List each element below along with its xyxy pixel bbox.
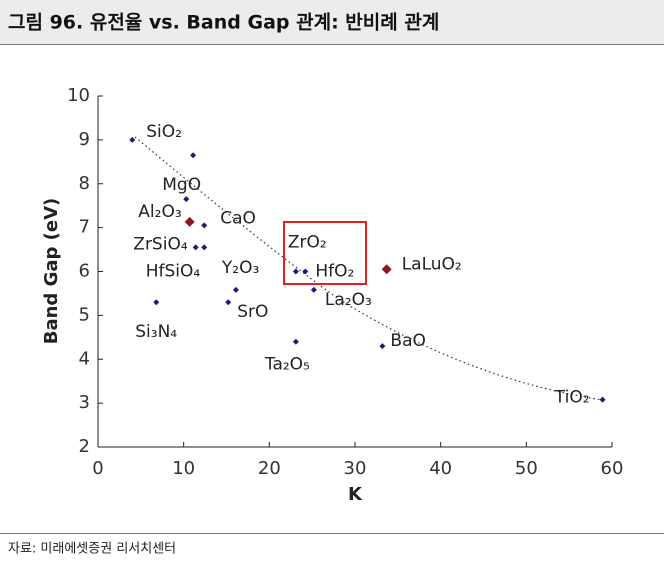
y-axis-label: Band Gap (eV)	[41, 198, 62, 345]
point	[201, 222, 208, 229]
point	[153, 299, 160, 306]
point	[129, 136, 136, 143]
point-label: SrO	[237, 302, 268, 322]
header-band	[0, 0, 664, 44]
point-label: MgO	[162, 175, 201, 195]
point	[379, 343, 386, 350]
y-tick-label: 5	[79, 304, 90, 325]
point-label: LaLuO₂	[402, 254, 462, 274]
point-label: HfSiO₄	[146, 261, 201, 281]
point	[192, 244, 199, 251]
highlight-box	[283, 221, 367, 285]
point-label: HfO₂	[315, 262, 354, 282]
y-tick-label: 10	[67, 85, 90, 106]
point	[310, 286, 317, 293]
figure-title: 그림 96. 유전율 vs. Band Gap 관계: 반비례 관계	[8, 12, 439, 34]
source: 자료: 미래에셋증권 리서치센터	[8, 542, 176, 557]
point	[225, 299, 232, 306]
x-tick-label: 10	[172, 458, 195, 479]
y-tick-label: 2	[79, 436, 90, 457]
x-tick-label: 40	[429, 458, 452, 479]
point	[201, 244, 208, 251]
point	[184, 216, 195, 227]
point	[292, 268, 299, 275]
x-axis-label: K	[348, 484, 363, 505]
point-label: Si₃N₄	[135, 322, 177, 342]
point-label: ZrO₂	[288, 233, 327, 253]
point	[381, 264, 392, 275]
x-tick-label: 60	[601, 458, 624, 479]
x-tick-label: 20	[258, 458, 281, 479]
y-tick-label: 4	[79, 348, 90, 369]
y-tick-label: 9	[79, 129, 90, 150]
point	[190, 152, 197, 159]
x-tick-label: 30	[344, 458, 367, 479]
point-label: CaO	[220, 208, 256, 228]
point	[292, 338, 299, 345]
point-label: SiO₂	[146, 122, 182, 142]
point-label: Ta₂O₅	[264, 355, 310, 375]
point	[599, 396, 606, 403]
point-label: Y₂O₃	[221, 258, 259, 278]
point-label: La₂O₃	[325, 290, 372, 310]
point	[302, 268, 309, 275]
point-label: BaO	[390, 331, 425, 351]
point-label: ZrSiO₄	[133, 234, 188, 254]
point	[232, 286, 239, 293]
y-tick-label: 7	[79, 217, 90, 238]
y-tick-label: 3	[79, 392, 90, 413]
y-tick-label: 8	[79, 173, 90, 194]
x-tick-label: 0	[92, 458, 103, 479]
point	[183, 196, 190, 203]
trend-curve	[134, 136, 604, 401]
y-tick-label: 6	[79, 261, 90, 282]
point-label: TiO₂	[554, 388, 590, 408]
x-tick-label: 50	[515, 458, 538, 479]
point-label: Al₂O₃	[138, 202, 181, 222]
